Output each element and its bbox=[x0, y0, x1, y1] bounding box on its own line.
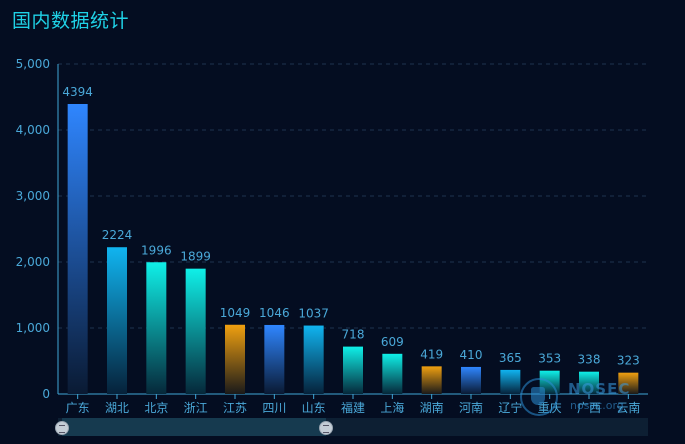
x-tick-label: 广西 bbox=[577, 401, 601, 415]
bar bbox=[382, 353, 403, 394]
x-tick-label: 江苏 bbox=[223, 401, 247, 415]
data-label: 1996 bbox=[141, 243, 172, 257]
watermark-sub: nosec.org bbox=[570, 399, 624, 412]
bar bbox=[225, 324, 245, 394]
y-tick-label: 5,000 bbox=[16, 57, 50, 71]
bar bbox=[264, 324, 285, 394]
x-tick-label: 上海 bbox=[380, 400, 404, 415]
data-label: 609 bbox=[381, 335, 404, 349]
x-tick-label: 浙江 bbox=[184, 401, 208, 415]
data-label: 718 bbox=[342, 328, 365, 342]
bar bbox=[461, 366, 481, 394]
bar bbox=[421, 366, 442, 394]
bar bbox=[107, 247, 127, 394]
data-label: 338 bbox=[578, 353, 601, 367]
watermark-brand: NOSEC bbox=[568, 380, 631, 398]
data-label: 4394 bbox=[62, 85, 93, 99]
data-label: 1046 bbox=[259, 306, 290, 320]
data-label: 2224 bbox=[102, 228, 133, 242]
x-tick-label: 云南 bbox=[616, 400, 640, 415]
bar bbox=[343, 346, 363, 394]
y-tick-label: 1,000 bbox=[16, 321, 50, 335]
y-tick-label: 2,000 bbox=[16, 255, 50, 269]
x-tick-label: 河南 bbox=[459, 400, 483, 415]
bar bbox=[500, 369, 521, 394]
x-tick-label: 福建 bbox=[341, 400, 365, 415]
shield-icon bbox=[531, 387, 545, 405]
bar bbox=[146, 262, 167, 394]
data-label: 1049 bbox=[220, 306, 251, 320]
y-tick-label: 0 bbox=[42, 387, 50, 401]
nosec-watermark: NOSEC nosec.org bbox=[520, 378, 650, 418]
x-tick-label: 四川 bbox=[262, 401, 286, 415]
x-tick-label: 广东 bbox=[66, 401, 90, 415]
data-label: 323 bbox=[617, 354, 640, 368]
data-label: 353 bbox=[538, 352, 561, 366]
zoom-slider-left-handle[interactable] bbox=[55, 421, 69, 435]
data-label: 1899 bbox=[180, 250, 211, 264]
x-tick-label: 北京 bbox=[144, 401, 168, 415]
bar bbox=[303, 325, 324, 394]
bar bbox=[618, 372, 639, 394]
x-tick-label: 山东 bbox=[302, 401, 326, 415]
x-tick-label: 湖南 bbox=[420, 400, 444, 415]
data-label: 410 bbox=[460, 348, 483, 362]
zoom-slider-range[interactable] bbox=[62, 418, 326, 436]
bar bbox=[579, 371, 599, 394]
chart-title: 国内数据统计 bbox=[12, 10, 130, 32]
bar bbox=[67, 103, 88, 394]
data-label: 419 bbox=[420, 347, 443, 361]
nosec-logo-icon bbox=[520, 378, 558, 416]
data-label: 365 bbox=[499, 351, 522, 365]
x-tick-label: 辽宁 bbox=[498, 400, 522, 415]
data-label: 1037 bbox=[298, 307, 329, 321]
y-tick-label: 4,000 bbox=[16, 123, 50, 137]
y-tick-label: 3,000 bbox=[16, 189, 50, 203]
bar bbox=[185, 268, 206, 394]
zoom-slider-right-handle[interactable] bbox=[319, 421, 333, 435]
x-tick-label: 湖北 bbox=[105, 400, 129, 415]
